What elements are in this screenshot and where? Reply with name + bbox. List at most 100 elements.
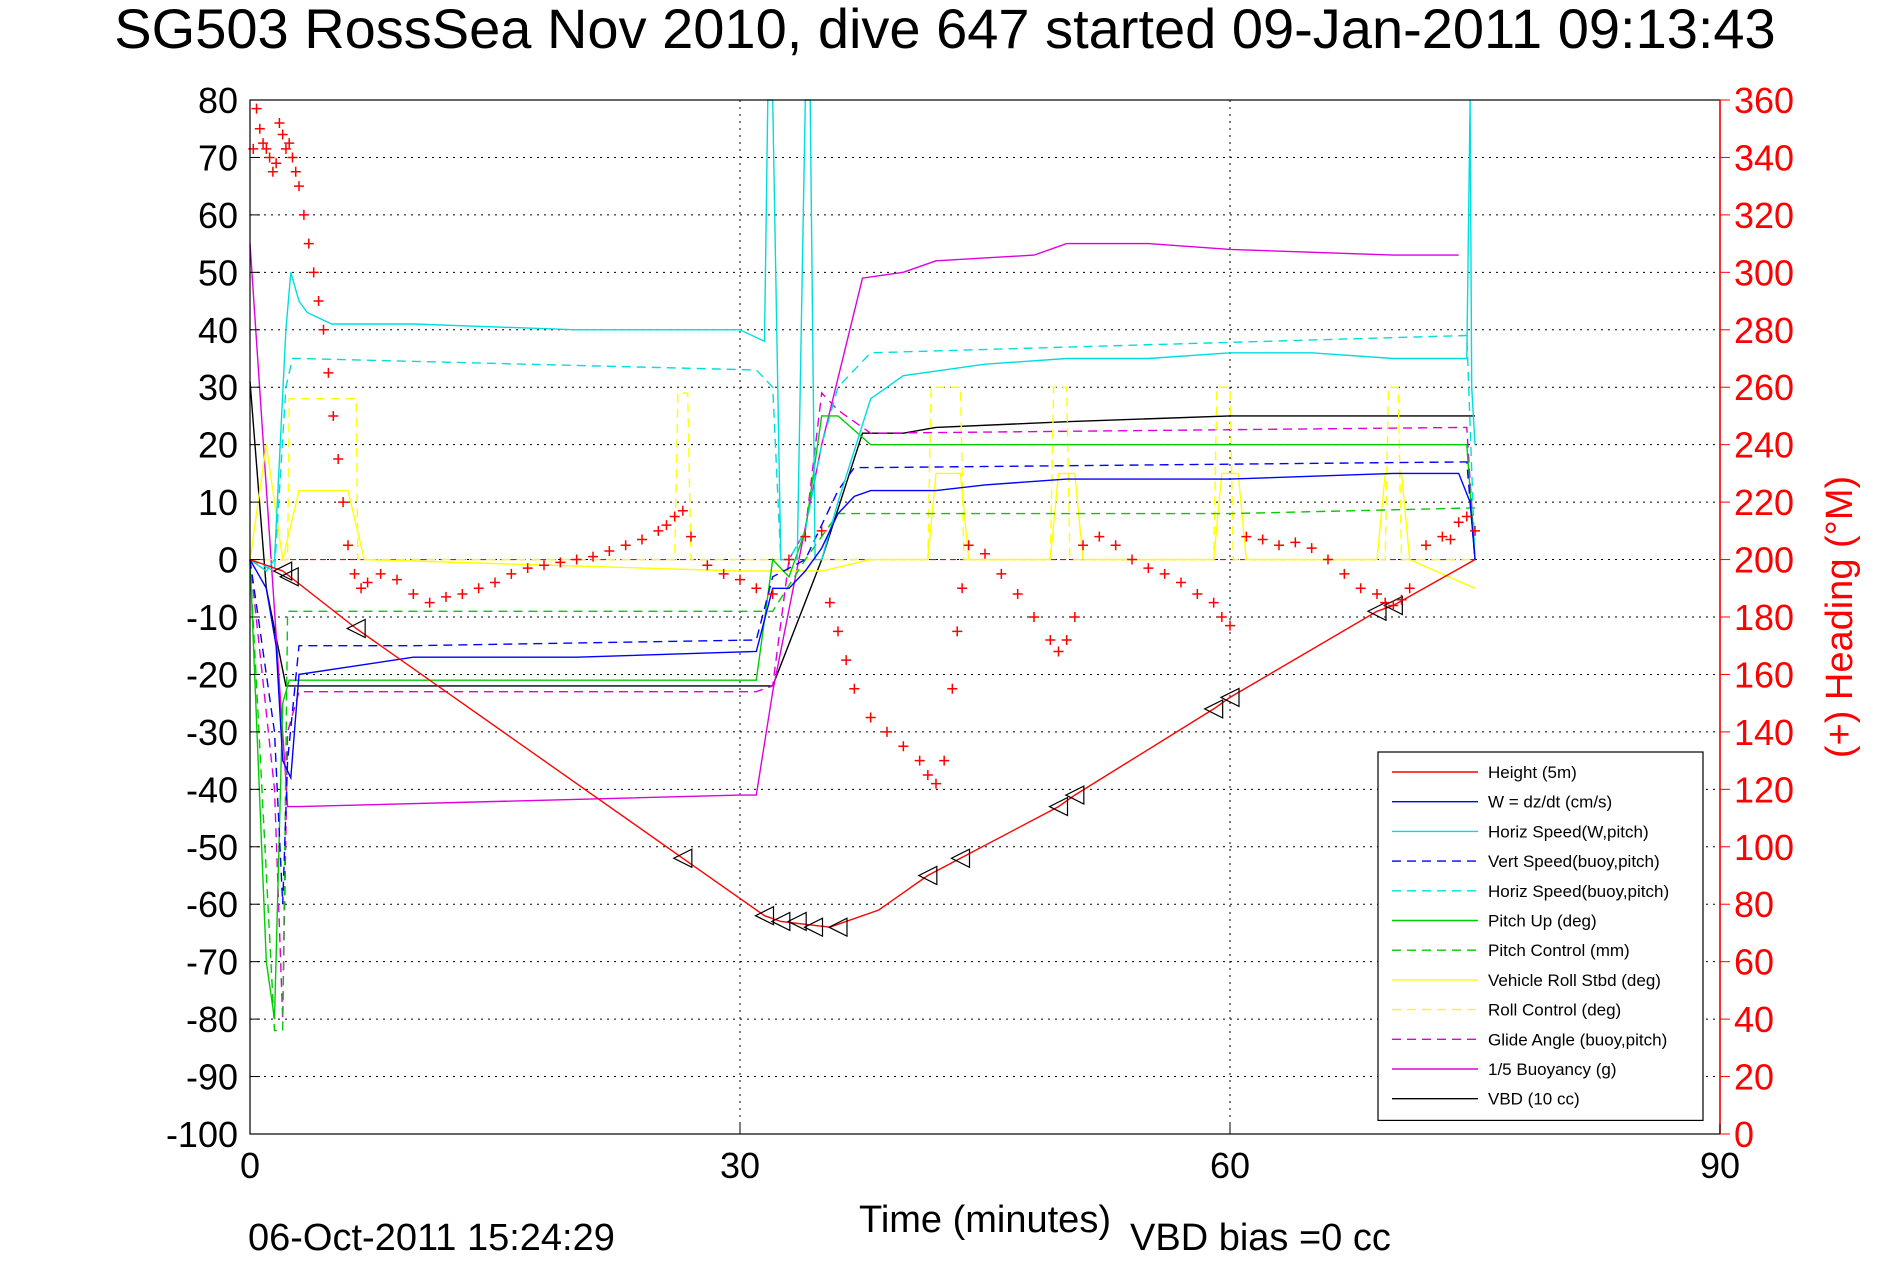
heading-point <box>392 574 402 585</box>
x-tick-label: 0 <box>240 1145 260 1186</box>
legend-entry: Height (5m) <box>1488 763 1577 782</box>
heading-point <box>298 209 309 220</box>
heading-point <box>1380 597 1391 608</box>
heading-point <box>1396 594 1407 605</box>
heading-point <box>1372 589 1382 600</box>
heading-point <box>653 525 664 536</box>
height-marker <box>278 566 299 587</box>
y-tick-label: -20 <box>186 654 238 695</box>
y-tick-label: 20 <box>198 425 238 466</box>
heading-point <box>343 540 353 551</box>
x-axis-label: Time (minutes) <box>859 1199 1111 1241</box>
heading-point <box>1110 540 1121 551</box>
heading-point <box>996 568 1007 579</box>
y2-tick-label: 60 <box>1734 942 1774 983</box>
heading-point <box>1274 540 1284 551</box>
heading-point <box>1176 577 1186 588</box>
series-layer <box>249 99 1476 1032</box>
heading-point <box>539 560 549 571</box>
series-line-1-5-buoyancy-g <box>249 242 1459 808</box>
heading-point <box>1453 517 1464 528</box>
series-line-pitch-up-deg <box>249 415 1476 1020</box>
heading-point <box>1306 543 1317 554</box>
x-tick-label: 60 <box>1210 1145 1250 1186</box>
height-marker <box>1366 601 1387 622</box>
heading-point <box>939 755 950 766</box>
heading-point <box>277 129 288 140</box>
heading-point <box>254 123 265 134</box>
height-marker <box>917 865 938 886</box>
heading-point <box>457 589 468 600</box>
x-tick-label: 90 <box>1700 1145 1740 1186</box>
y2-tick-label: 100 <box>1734 827 1794 868</box>
series-line-glide-angle-buoy-pitch <box>249 391 1476 1020</box>
series-line-pitch-control-mm <box>249 507 1476 1032</box>
heading-point <box>267 166 278 177</box>
heading-point <box>328 410 339 421</box>
heading-point <box>274 117 285 128</box>
timestamp: 06-Oct-2011 15:24:29 <box>248 1217 615 1259</box>
legend-entry: W = dz/dt (cm/s) <box>1488 793 1612 812</box>
heading-point <box>333 454 344 465</box>
y-tick-label: -70 <box>186 942 238 983</box>
heading-point <box>1339 568 1350 579</box>
heading-point <box>957 583 968 594</box>
heading-point <box>251 103 262 114</box>
y2-tick-label: 360 <box>1734 80 1794 121</box>
heading-point <box>914 755 925 766</box>
legend-entry: Roll Control (deg) <box>1488 1001 1621 1020</box>
heading-point <box>323 367 334 378</box>
heading-point <box>718 568 729 579</box>
heading-point <box>1225 620 1235 631</box>
heading-point <box>980 548 990 559</box>
series-line-vbd-10-cc <box>249 381 1475 687</box>
x-tick-label: 30 <box>720 1145 760 1186</box>
y-axis-right: 3603403203002802602402202001801601401201… <box>1720 80 1794 1155</box>
heading-point <box>308 267 319 278</box>
heading-point <box>1257 534 1268 545</box>
heading-point <box>1069 612 1080 622</box>
legend-entry: 1/5 Buoyancy (g) <box>1488 1060 1617 1079</box>
heading-point <box>947 683 958 694</box>
series-line-height-5m <box>249 558 1476 928</box>
y-tick-label: -100 <box>166 1114 238 1155</box>
heading-point <box>571 554 582 565</box>
height-marker <box>1048 796 1069 817</box>
legend-entry: Glide Angle (buoy,pitch) <box>1488 1030 1667 1049</box>
heading-point <box>816 525 827 536</box>
y-tick-label: 10 <box>198 482 238 523</box>
heading-point <box>284 138 295 149</box>
heading-point <box>1241 531 1252 542</box>
heading-point <box>264 152 275 163</box>
heading-point <box>898 741 909 752</box>
heading-point <box>686 531 696 542</box>
y2-tick-label: 40 <box>1734 999 1774 1040</box>
y2-tick-label: 140 <box>1734 712 1794 753</box>
heading-point <box>1012 589 1023 600</box>
heading-point <box>865 712 876 723</box>
series-line-roll-control-deg <box>250 386 1475 561</box>
series-line-vehicle-roll-stbd-deg <box>249 444 1476 589</box>
legend-entry: Horiz Speed(buoy,pitch) <box>1488 882 1669 901</box>
y2-tick-label: 180 <box>1734 597 1794 638</box>
heading-point <box>1159 568 1170 579</box>
heading-point <box>313 296 324 307</box>
y2-tick-label: 340 <box>1734 137 1794 178</box>
heading-point <box>271 158 282 169</box>
heading-point <box>952 626 963 637</box>
heading-point <box>1421 540 1431 551</box>
legend-entry: Horiz Speed(W,pitch) <box>1488 822 1649 841</box>
height-marker <box>786 911 807 932</box>
heading-point <box>1290 537 1301 548</box>
heading-point <box>784 554 794 565</box>
heading-point <box>841 655 852 666</box>
heading-point <box>677 505 688 516</box>
heading-markers <box>248 103 1480 789</box>
heading-point <box>555 557 566 568</box>
heading-point <box>1192 589 1203 600</box>
heading-point <box>1208 597 1219 608</box>
y2-tick-label: 220 <box>1734 482 1794 523</box>
heading-point <box>1053 646 1064 657</box>
legend-entry: Pitch Up (deg) <box>1488 912 1597 931</box>
